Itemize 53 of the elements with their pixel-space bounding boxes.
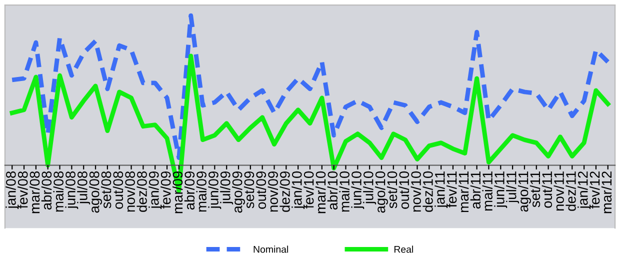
x-tick-label: jun/10: [351, 171, 364, 209]
x-tick-label: abr/10: [327, 171, 338, 210]
x-tick-label: out/09: [256, 171, 266, 209]
x-tick-label: abr/09: [184, 171, 195, 210]
x-tick-label: jan/08: [6, 171, 19, 209]
x-tick-label: jun/11: [494, 171, 508, 208]
x-tick-label: dez/11: [566, 171, 576, 211]
x-tick-label: set/10: [386, 171, 398, 208]
x-tick-label: jun/09: [208, 171, 222, 209]
x-tick-label: mar/11: [458, 171, 469, 212]
x-tick-label: mai/11: [482, 171, 492, 211]
x-tick-label: dez/10: [422, 171, 433, 212]
x-tick-label: fev/11: [446, 171, 457, 208]
x-tick-label: out/11: [542, 171, 552, 208]
x-tick-label: mar/12: [601, 172, 612, 214]
x-tick-label: jul/10: [363, 171, 376, 204]
x-tick-label: jan/09: [148, 171, 162, 209]
x-tick-label: ago/10: [375, 171, 388, 213]
x-tick-label: jul/11: [506, 171, 520, 204]
x-tick-label: ago/11: [518, 171, 531, 212]
x-tick-label: fev/10: [304, 171, 314, 208]
x-tick-label: mar/10: [315, 171, 326, 214]
x-tick-label: nov/08: [124, 171, 135, 212]
x-tick-label: jul/08: [77, 171, 90, 204]
x-tick-label: mai/10: [339, 171, 350, 212]
x-tick-label: mai/08: [53, 171, 64, 212]
x-tick-label: ago/08: [89, 171, 102, 213]
x-tick-label: nov/10: [410, 171, 421, 212]
x-tick-label: dez/08: [136, 171, 147, 212]
x-tick-label: mai/09: [196, 171, 206, 212]
x-tick-label: out/10: [398, 171, 410, 209]
legend-label: Real: [394, 246, 414, 253]
x-tick-label: fev/09: [160, 171, 171, 208]
x-tick-label: mar/08: [29, 171, 40, 214]
x-tick-label: fev/12: [590, 172, 600, 208]
x-tick-label: abr/08: [41, 171, 52, 210]
x-tick-label: dez/09: [280, 171, 290, 212]
x-tick-label: fev/08: [18, 171, 28, 208]
x-tick-label: jan/12: [578, 172, 591, 209]
x-tick-label: abr/11: [470, 171, 481, 209]
x-tick-label: nov/11: [554, 171, 564, 211]
x-tick-label: set/09: [244, 171, 254, 208]
x-tick-label: jan/11: [434, 171, 448, 208]
x-tick-label: set/08: [100, 171, 112, 208]
x-tick-label: set/11: [530, 171, 540, 208]
x-tick-label: jul/09: [220, 171, 234, 204]
x-tick-label: jun/08: [65, 171, 78, 209]
x-tick-label: out/08: [112, 171, 124, 209]
x-tick-label: ago/09: [232, 171, 245, 213]
x-tick-label: nov/09: [268, 171, 278, 212]
x-tick-label: mar/09: [172, 171, 183, 214]
legend-label: Nominal: [254, 246, 288, 253]
x-tick-label: jan/10: [292, 171, 305, 209]
